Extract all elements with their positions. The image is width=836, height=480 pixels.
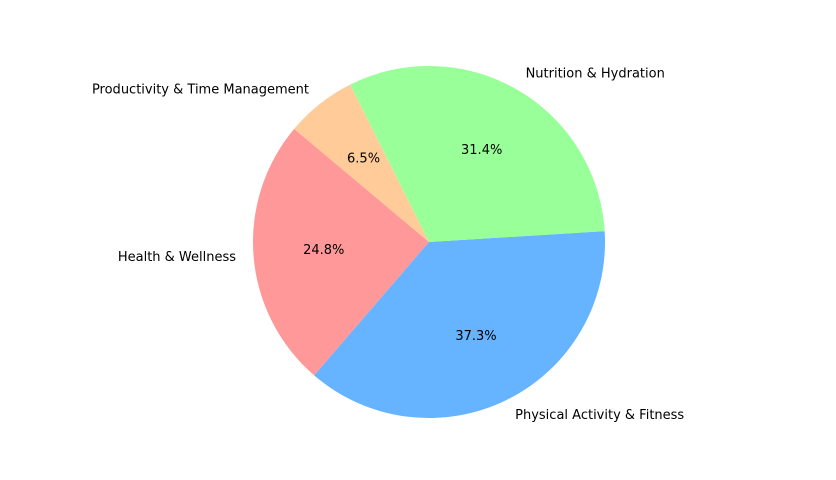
- pie-slice: [294, 84, 429, 243]
- pie-slice: [314, 231, 606, 418]
- slice-percent-label: 31.4%: [461, 143, 502, 158]
- pie-slice: [253, 128, 429, 376]
- pie-slices: [253, 65, 606, 418]
- slice-category-label: Health & Wellness: [118, 250, 236, 265]
- slice-percent-label: 6.5%: [347, 152, 380, 167]
- pie-slice: [350, 65, 605, 242]
- slice-percent-label: 24.8%: [303, 243, 344, 258]
- slice-category-label: Nutrition & Hydration: [526, 67, 665, 82]
- pie-labels: Health & Wellness 24.8% Physical Activity …: [92, 67, 684, 423]
- slice-percent-label: 37.3%: [455, 329, 496, 344]
- slice-category-label: Productivity & Time Management: [92, 83, 309, 98]
- slice-category-label: Physical Activity & Fitness: [515, 408, 684, 423]
